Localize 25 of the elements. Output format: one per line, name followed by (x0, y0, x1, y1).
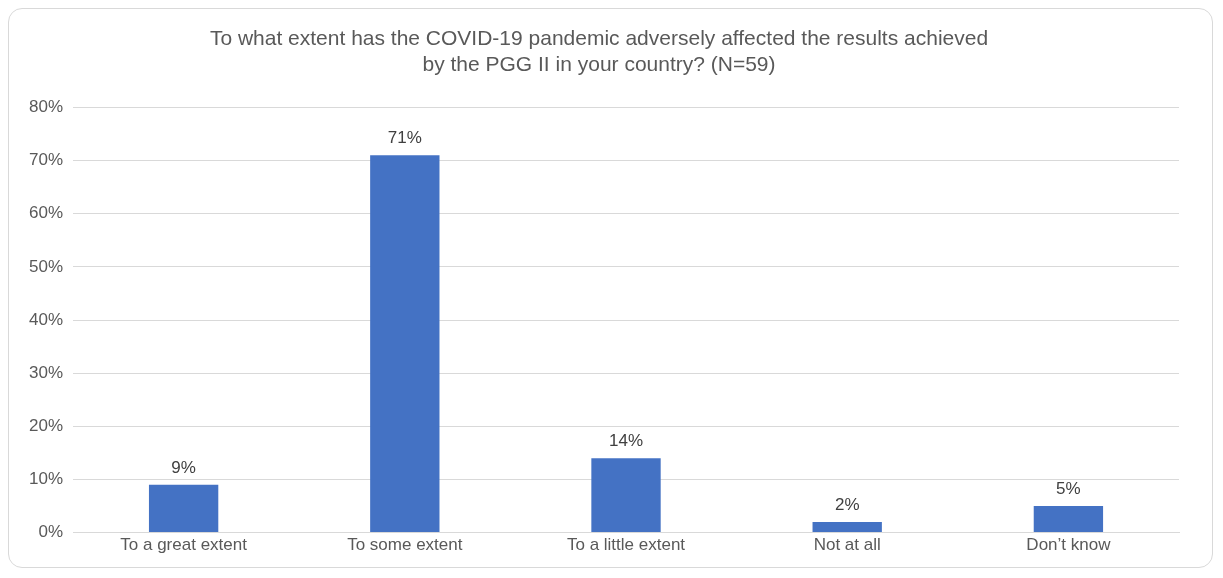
bar (591, 458, 661, 533)
y-tick-label: 80% (28, 97, 64, 117)
chart-title: To what extent has the COVID-19 pandemic adversely affected the results achieved by the PGG II in your country? (N=59) (209, 26, 989, 75)
data-label: 2% (834, 495, 860, 515)
y-tick-label: 60% (28, 203, 64, 223)
data-label: 71% (387, 128, 422, 148)
bar (148, 484, 219, 533)
y-tick-label: 40% (28, 309, 64, 329)
y-tick-label: 0% (38, 522, 64, 542)
x-tick-label: To some extent (347, 535, 463, 555)
bar (370, 155, 440, 533)
y-tick-label: 10% (28, 469, 64, 489)
x-tick-label: Don’t know (1026, 535, 1112, 555)
x-tick-label: To a great extent (120, 535, 248, 555)
data-label: 14% (609, 431, 644, 451)
x-tick-label: Not at all (813, 535, 881, 555)
data-label: 9% (171, 457, 196, 477)
bar (1033, 506, 1104, 533)
y-tick-label: 20% (28, 415, 64, 435)
y-tick-label: 30% (28, 362, 64, 382)
data-label: 5% (1056, 479, 1081, 499)
bar (812, 521, 882, 533)
y-tick-label: 70% (28, 150, 64, 170)
x-tick-label: To a little extent (566, 535, 686, 555)
y-tick-label: 50% (28, 256, 64, 276)
